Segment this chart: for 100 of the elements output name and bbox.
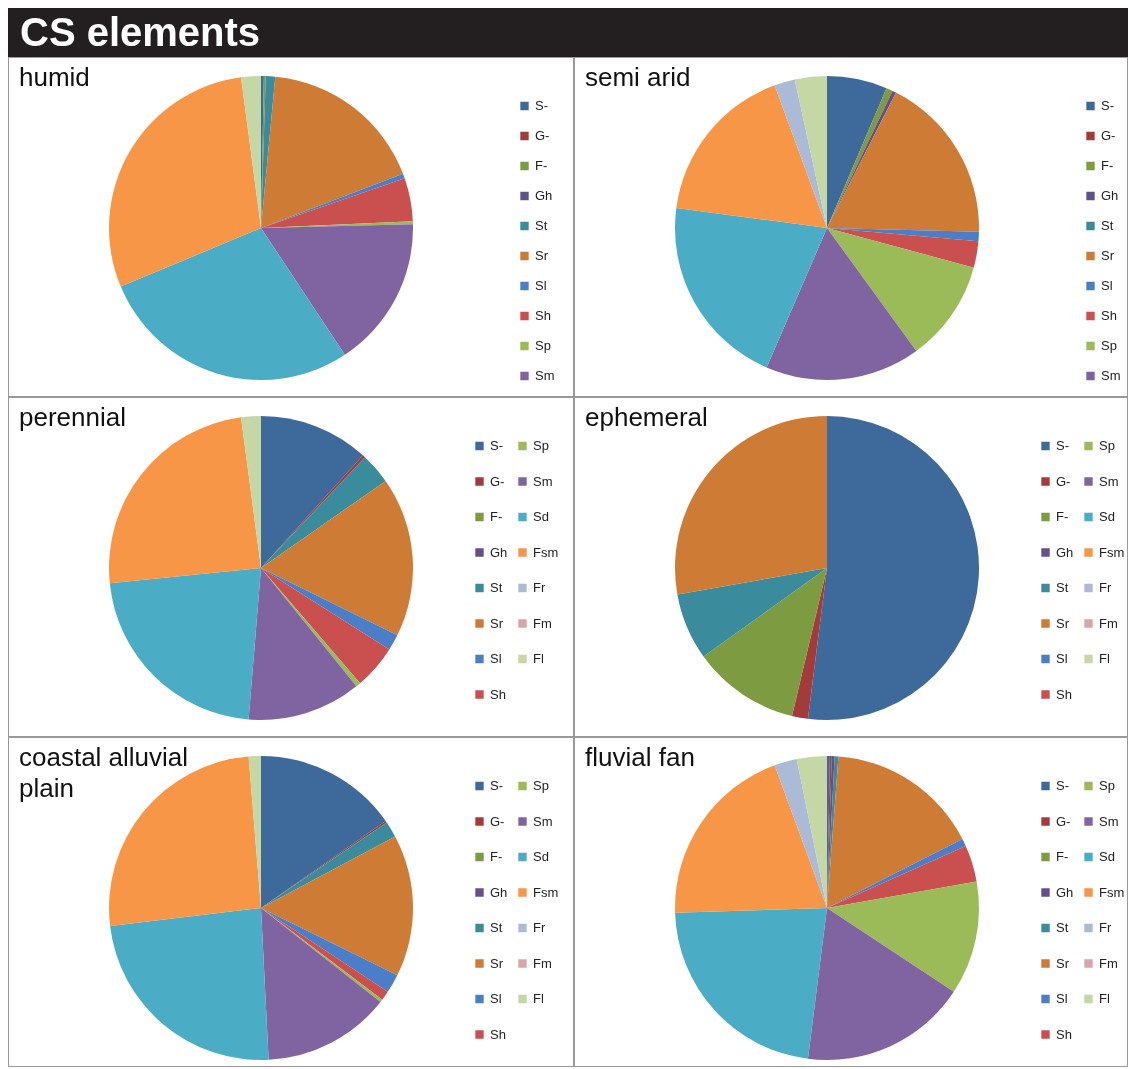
legend-label: G- [1056,813,1071,829]
chart-title: coastal alluvial plain [19,742,190,804]
legend-label: St [1056,920,1069,935]
legend-label: Fsm [1099,544,1125,560]
pie-slice [120,228,345,380]
legend-label: G- [535,128,550,143]
legend-label: Sl [1056,651,1068,666]
legend-label: S- [1101,98,1114,113]
legend-label: Gh [535,188,553,203]
legend-label: Gh [490,544,508,560]
chart-title: perennial [19,402,126,433]
legend-label: Sh [1056,1026,1072,1042]
pie-slice [109,568,261,720]
legend-label: Fl [1099,991,1110,1006]
legend-label: Sp [535,338,551,353]
legend-label: Fm [1099,615,1118,631]
legend-label: Sd [1099,849,1115,864]
legend-label: S- [535,98,548,113]
pie-slice [766,228,917,380]
legend-label: Sl [1101,278,1113,293]
pie-slice [827,228,979,268]
pie-slice [676,85,827,228]
pie-slice [675,908,827,1059]
pie-slice [794,76,827,228]
pie-slice [827,881,979,992]
legend-label: S- [1056,438,1069,453]
pie-slice [261,416,363,568]
pie-slice [796,756,827,908]
legend-label: Fm [1099,955,1118,971]
chart-title: humid [19,62,90,93]
legend-label: G- [1101,128,1116,143]
legend-label: Fsm [533,884,559,900]
legend-label: St [1101,218,1114,233]
legend-label: Fl [533,991,544,1006]
pie-slice [774,79,827,228]
legend-label: Fsm [533,544,559,560]
legend-label: Sr [535,248,549,263]
legend-label: F- [535,158,548,173]
legend-label: Fr [533,580,546,595]
legend-label: Fm [533,615,552,631]
pie-slice [261,908,381,1060]
legend-label: F- [1056,849,1069,864]
legend-label: St [490,920,503,935]
pie-slice [109,77,261,287]
pie-slice [774,759,827,908]
pie-slice [827,756,963,908]
legend-label: Sm [533,473,553,489]
pie-slice [827,228,974,351]
chart-title: semi arid [585,62,691,93]
legend-label: Sm [1101,368,1121,383]
legend-label: Sr [1056,615,1070,631]
legend-label: Fl [533,651,544,666]
legend-label: F- [490,849,503,864]
legend-label: Gh [490,884,508,900]
legend-label: Sd [533,509,549,524]
legend-label: Sm [1099,813,1119,829]
legend-label: G- [490,813,505,829]
legend-label: Sr [490,615,504,631]
chart-title: fluvial fan [585,742,695,773]
legend-label: Sr [490,955,504,971]
legend-label: S- [490,438,503,453]
legend-label: Sm [535,368,555,383]
pie-slice [261,457,386,568]
legend-label: Gh [1056,544,1074,560]
legend-label: Gh [1056,884,1074,900]
pie-slice [703,568,827,716]
legend-label: F- [1101,158,1114,173]
legend-label: G- [490,473,505,489]
legend-label: Sm [533,813,553,829]
legend-label: Sl [1056,991,1068,1006]
legend-label: Fl [1099,651,1110,666]
pie-slice [807,416,979,720]
pie-slice [827,845,977,908]
legend-label: Sm [1099,473,1119,489]
legend-label: Fr [533,920,546,935]
pie-slice [261,836,413,976]
pie-slice [675,765,827,913]
pie-slice [261,568,398,650]
legend-label: Fsm [1099,884,1125,900]
pie-slice [261,756,386,908]
legend-label: Sr [1056,955,1070,971]
legend-label: Sp [533,778,549,793]
legend-label: Gh [1101,188,1119,203]
legend-label: F- [1056,509,1069,524]
pie-slice [827,92,979,232]
legend-label: Sh [490,1026,506,1042]
legend-label: Sl [490,991,502,1006]
pie-slice [261,568,390,684]
legend-label: St [1056,580,1069,595]
pie-slice [261,76,404,228]
legend-label: Fr [1099,580,1112,595]
legend-label: Sh [1101,308,1117,323]
legend-label: Sp [1099,778,1115,793]
chart-title: ephemeral [585,402,708,433]
legend-label: St [535,218,548,233]
legend-label: S- [1056,778,1069,793]
legend-label: F- [490,509,503,524]
legend-label: Sp [1101,338,1117,353]
text: CS elements [8,8,1128,57]
legend-label: S- [490,778,503,793]
